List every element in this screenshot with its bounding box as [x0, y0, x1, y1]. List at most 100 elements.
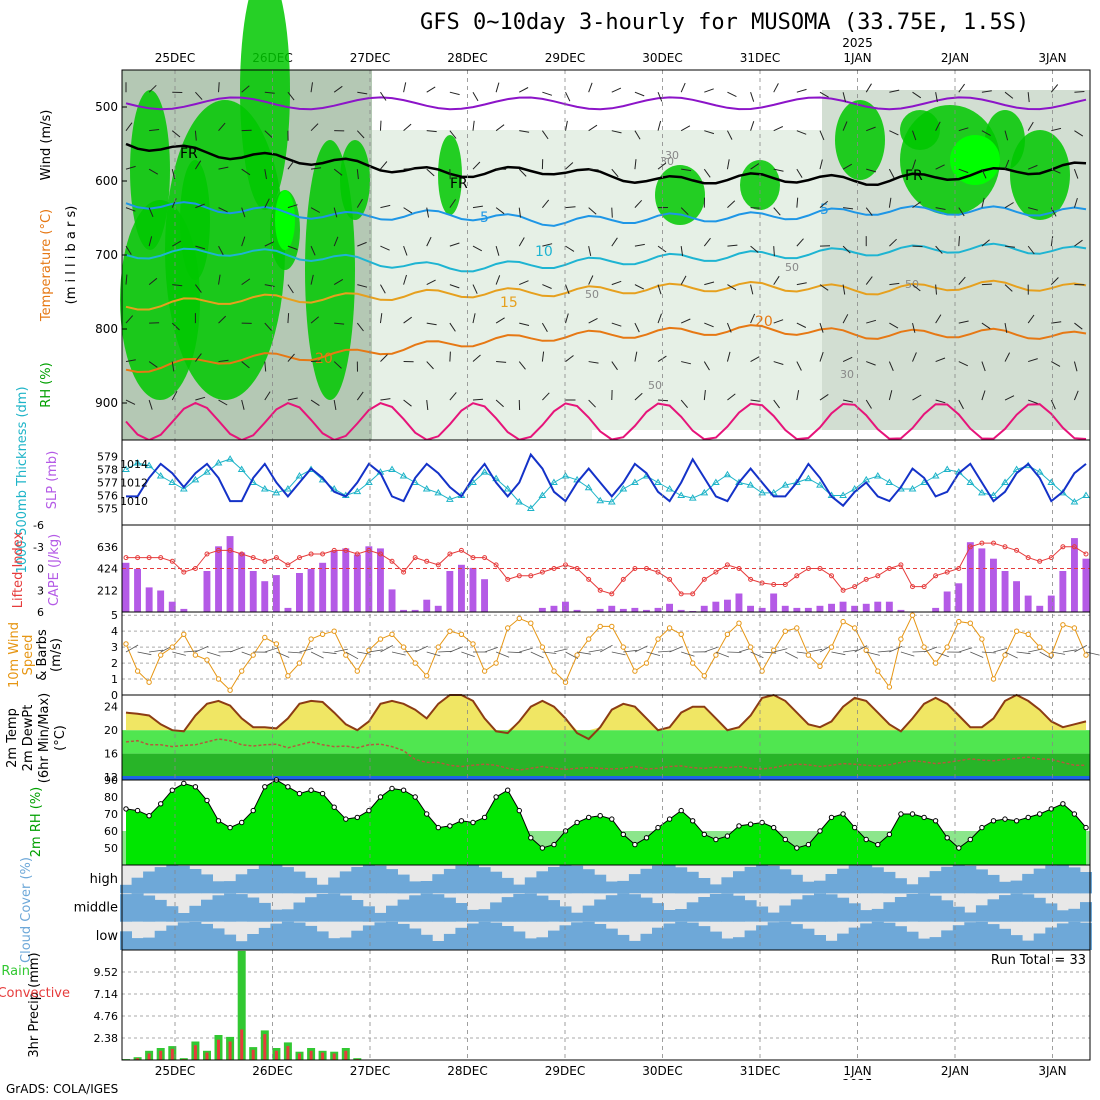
date-label-bottom: 31DEC [740, 1064, 780, 1078]
cloud-cell [212, 881, 225, 894]
cloud-cell [362, 925, 375, 950]
wind-barb [194, 160, 202, 170]
cape-tick: 212 [97, 584, 118, 597]
wind-barb [634, 243, 645, 247]
cloud-cell [339, 937, 352, 950]
wind-barb [866, 126, 876, 132]
wind-ylabel-part: 10m Wind [7, 622, 22, 688]
thickness-point [665, 485, 674, 492]
wind-barb [241, 399, 245, 410]
rh2m-point [516, 807, 522, 814]
cape-bar [134, 568, 141, 612]
cloud-cell [420, 881, 433, 894]
upper-ylabel: Wind (m/s) Temperature (°C) RH (%) (m i l l… [39, 110, 79, 408]
li-point [921, 584, 927, 590]
wind-barb [588, 399, 596, 408]
contour-label: 15 [500, 295, 518, 311]
cloud-cell [409, 881, 422, 894]
cloud-cell [386, 921, 398, 950]
wind-barb [1004, 245, 1016, 248]
wind-barb [981, 239, 990, 247]
cloud-cell [756, 906, 769, 922]
wind-barb [912, 352, 917, 362]
wind-point [562, 679, 569, 685]
wind-point [736, 620, 742, 626]
rh2m-point [759, 819, 765, 826]
cloud-cell [224, 893, 237, 922]
cloud-cell [1068, 908, 1081, 922]
cape-bar [816, 605, 824, 612]
wind-barb [866, 319, 877, 324]
cloud-cell [1068, 867, 1081, 894]
cape-bar [272, 575, 280, 612]
li-point [216, 547, 221, 553]
cloud-cell [224, 934, 237, 950]
cloud-cell [825, 894, 838, 922]
precip-conv-bar [263, 1034, 267, 1060]
wind-barb [565, 313, 569, 324]
wind-barb [1051, 321, 1062, 324]
cloud-cell [802, 895, 815, 922]
wind-barb [195, 396, 206, 401]
wind-barb [657, 313, 662, 324]
wind-barb [426, 322, 437, 326]
cloud-cell [814, 880, 826, 894]
wind-barb [1004, 352, 1011, 362]
cloud-row-label: middle [74, 901, 118, 916]
wind-barb [148, 236, 153, 247]
cloud-cell [235, 941, 248, 950]
li-point [447, 551, 453, 557]
wind-point [794, 625, 800, 631]
wind-barb [125, 274, 128, 285]
wind-barb [333, 399, 337, 410]
li-point [840, 587, 846, 593]
cape-bar [180, 608, 188, 612]
cape-bar [238, 552, 246, 612]
wind-barb [588, 317, 598, 324]
temp-tick: 12 [104, 771, 118, 784]
wind-barb [218, 122, 226, 132]
wind-barb [842, 314, 849, 324]
li-point [609, 591, 615, 597]
wind10m-barb [935, 651, 949, 658]
precip-tick: 4.76 [94, 1010, 119, 1023]
li-point [516, 573, 522, 579]
ytick-label-upper: 800 [95, 322, 118, 336]
cloud-cell [478, 909, 491, 922]
li-point [378, 551, 383, 557]
slp-tick: 1012 [120, 477, 148, 490]
wind-barb [426, 279, 436, 286]
li-tick: 6 [37, 606, 44, 619]
cloud-cell [281, 921, 294, 950]
wind-barb [588, 124, 598, 132]
wind-point [759, 668, 765, 674]
wind-barb [634, 130, 641, 140]
li-point [1002, 544, 1008, 550]
wind-barb [889, 282, 900, 286]
date-label-bottom: 3JAN [1038, 1064, 1066, 1078]
cape-bar [781, 605, 789, 612]
wind-barb [264, 361, 267, 372]
wind-barb [542, 243, 553, 247]
cape-bar [296, 573, 303, 612]
wind-barb [333, 236, 339, 247]
rh2m-point [227, 824, 233, 831]
wind-barb [981, 197, 985, 208]
cloud-cell [837, 897, 850, 922]
wind-barb [1073, 197, 1078, 208]
rh2m-point [840, 811, 846, 817]
cloud-cell [258, 865, 271, 894]
wind-barb [958, 320, 969, 324]
thickness-point [931, 472, 940, 479]
thickness-point [203, 468, 211, 475]
thickness-point [260, 485, 269, 492]
wind-barb [819, 322, 824, 333]
wind-barb [935, 357, 946, 363]
cloud-cell [628, 940, 641, 950]
cloud-cell [941, 866, 954, 894]
cloud-cell [166, 906, 179, 922]
wind-point [1060, 622, 1066, 628]
cloud-cell [316, 884, 329, 894]
temp-ylabel-part: 2m DewPt [21, 705, 36, 772]
wind-barb [727, 130, 733, 140]
